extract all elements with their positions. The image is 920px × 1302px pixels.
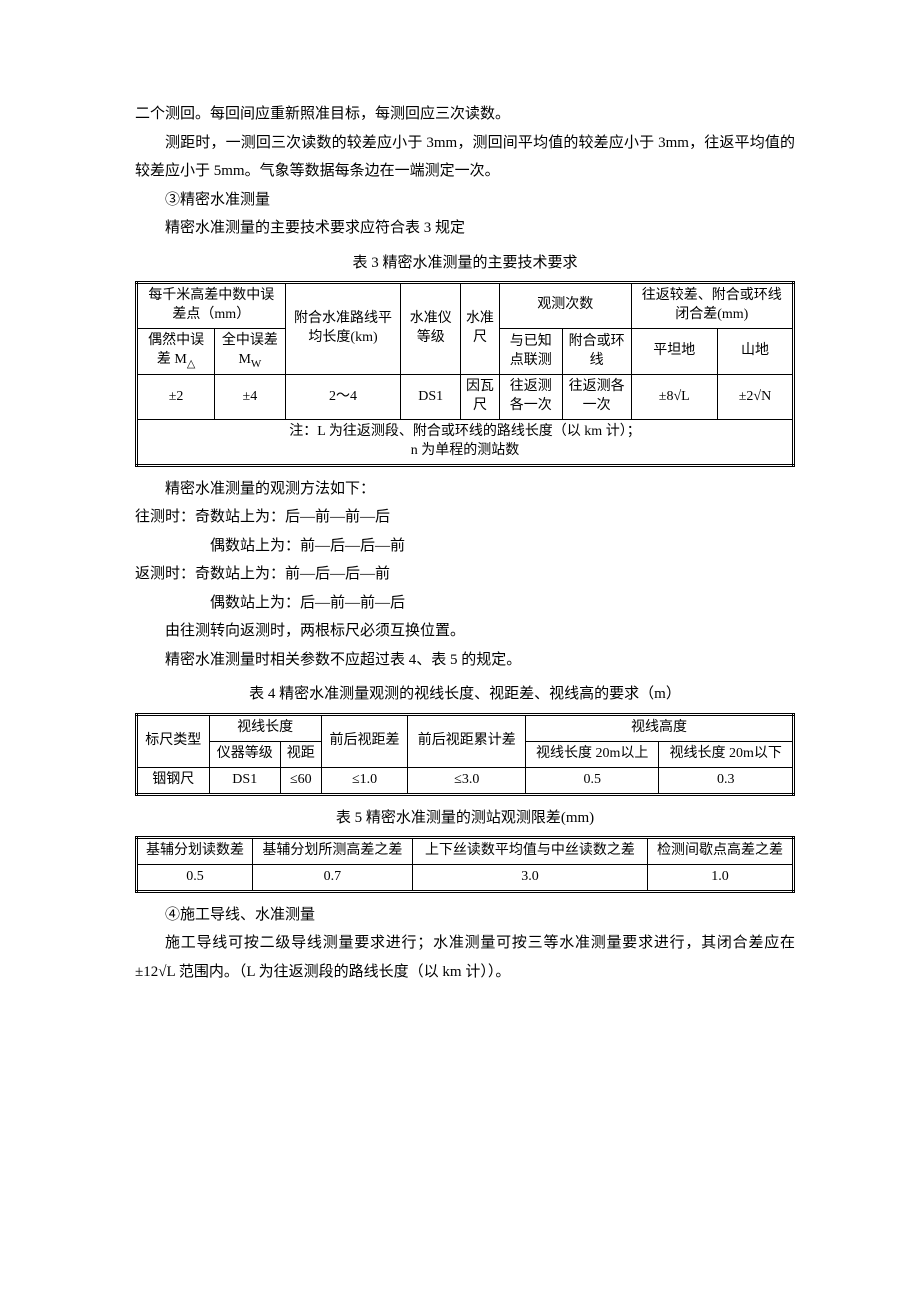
para-2: 测距时，一测回三次读数的较差应小于 3mm，测回间平均值的较差应小于 3mm，往… <box>135 129 795 186</box>
t5-c3: 3.0 <box>412 864 647 891</box>
t5-c4: 1.0 <box>647 864 793 891</box>
mid-p2: 往测时：奇数站上为：后—前—前—后 <box>135 503 795 532</box>
mid-p4: 返测时：奇数站上为：前—后—后—前 <box>135 560 795 589</box>
mid-p3: 偶数站上为：前—后—后—前 <box>135 532 795 561</box>
t5-h2: 基辅分划所测高差之差 <box>252 838 412 865</box>
t3-c5: 因瓦尺 <box>460 375 499 420</box>
t4-c3: ≤60 <box>280 767 321 794</box>
t3-h-random: 偶然中误差 M△ <box>137 328 215 375</box>
t4-c5: ≤3.0 <box>408 767 526 794</box>
t4-c1: 铟钢尺 <box>137 767 210 794</box>
t3-c1: ±2 <box>137 375 215 420</box>
t4-h-instr: 仪器等级 <box>209 741 280 767</box>
t3-h-ring: 附合或环 线 <box>562 328 631 375</box>
t4-c7: 0.3 <box>659 767 794 794</box>
mid-p5: 偶数站上为：后—前—前—后 <box>135 589 795 618</box>
t3-h-staff: 水准尺 <box>460 283 499 375</box>
t5-c1: 0.5 <box>137 864 253 891</box>
t3-h-closure: 往返较差、附合或环线闭合差(mm) <box>631 283 793 329</box>
table3-caption: 表 3 精密水准测量的主要技术要求 <box>135 249 795 278</box>
table3: 每千米高差中数中误差点（mm） 附合水准路线平均长度(km) 水准仪等级 水准尺… <box>135 281 795 467</box>
t4-h-len: 视线长度 <box>209 714 321 741</box>
mid-p1: 精密水准测量的观测方法如下： <box>135 475 795 504</box>
t5-h3: 上下丝读数平均值与中丝读数之差 <box>412 838 647 865</box>
t3-h-known: 与已知点联测 <box>499 328 562 375</box>
outro-p2: 施工导线可按二级导线测量要求进行；水准测量可按三等水准测量要求进行，其闭合差应在… <box>135 929 795 986</box>
t3-h-grade: 水准仪等级 <box>401 283 461 375</box>
mid-p7: 精密水准测量时相关参数不应超过表 4、表 5 的规定。 <box>135 646 795 675</box>
outro-p1: ④施工导线、水准测量 <box>135 901 795 930</box>
t4-h-dist: 视距 <box>280 741 321 767</box>
t3-c4: DS1 <box>401 375 461 420</box>
table4: 标尺类型 视线长度 前后视距差 前后视距累计差 视线高度 仪器等级 视距 视线长… <box>135 713 795 796</box>
t3-c9: ±2√N <box>717 375 793 420</box>
t3-h-total: 全中误差 MW <box>215 328 285 375</box>
t3-h-flat: 平坦地 <box>631 328 717 375</box>
table5-caption: 表 5 精密水准测量的测站观测限差(mm) <box>135 804 795 833</box>
t3-note: 注：L 为往返测段、附合或环线的路线长度（以 km 计）； n 为单程的测站数 <box>137 420 794 466</box>
t3-c2: ±4 <box>215 375 285 420</box>
table4-caption: 表 4 精密水准测量观测的视线长度、视距差、视线高的要求（m） <box>135 680 795 709</box>
t4-h-fb: 前后视距差 <box>321 714 408 767</box>
t4-h-fbacc: 前后视距累计差 <box>408 714 526 767</box>
t3-h-mountain: 山地 <box>717 328 793 375</box>
t3-c6: 往返测各一次 <box>499 375 562 420</box>
t3-c3: 2～4 <box>285 375 401 420</box>
para-4: 精密水准测量的主要技术要求应符合表 3 规定 <box>135 214 795 243</box>
t4-h-height: 视线高度 <box>526 714 794 741</box>
para-3: ③精密水准测量 <box>135 186 795 215</box>
t4-h-20dn: 视线长度 20m以下 <box>659 741 794 767</box>
table5: 基辅分划读数差 基辅分划所测高差之差 上下丝读数平均值与中丝读数之差 检测间歇点… <box>135 836 795 893</box>
t3-h-obs: 观测次数 <box>499 283 631 329</box>
t3-c7: 往返测各一次 <box>562 375 631 420</box>
t3-h-error: 每千米高差中数中误差点（mm） <box>137 283 286 329</box>
t4-c4: ≤1.0 <box>321 767 408 794</box>
mid-p6: 由往测转向返测时，两根标尺必须互换位置。 <box>135 617 795 646</box>
t5-h1: 基辅分划读数差 <box>137 838 253 865</box>
t3-c8: ±8√L <box>631 375 717 420</box>
t4-h-20up: 视线长度 20m以上 <box>526 741 659 767</box>
t4-h-type: 标尺类型 <box>137 714 210 767</box>
t5-c2: 0.7 <box>252 864 412 891</box>
t4-c2: DS1 <box>209 767 280 794</box>
t4-c6: 0.5 <box>526 767 659 794</box>
t3-h-route: 附合水准路线平均长度(km) <box>285 283 401 375</box>
para-1: 二个测回。每回间应重新照准目标，每测回应三次读数。 <box>135 100 795 129</box>
t5-h4: 检测间歇点高差之差 <box>647 838 793 865</box>
